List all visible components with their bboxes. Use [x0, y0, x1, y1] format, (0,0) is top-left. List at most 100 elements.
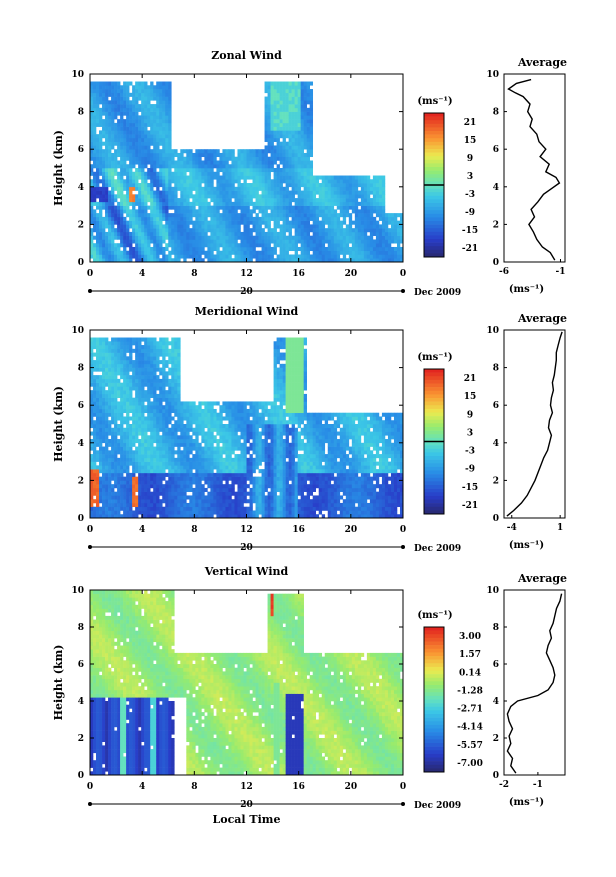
heatmap-cell [126, 510, 129, 514]
heatmap-cell [93, 507, 96, 511]
heatmap-cell [189, 221, 192, 225]
heatmap-cell [313, 247, 316, 251]
heatmap-cell [364, 187, 367, 191]
heatmap-cell [192, 183, 195, 187]
heatmap-cell [228, 224, 231, 228]
heatmap-cell [174, 247, 177, 251]
heatmap-cell [183, 160, 186, 164]
heatmap-cell [126, 206, 129, 210]
heatmap-cell [141, 465, 144, 469]
heatmap-cell [126, 386, 129, 390]
heatmap-cell [256, 202, 259, 206]
heatmap-cell [168, 202, 171, 206]
heatmap-cell [141, 85, 144, 89]
heatmap-cell [286, 239, 289, 243]
heatmap-cell [105, 435, 108, 439]
heatmap-cell [135, 209, 138, 213]
heatmap-cell [286, 153, 289, 157]
heatmap-cell [346, 206, 349, 210]
heatmap-cell [138, 428, 141, 432]
heatmap-cell [93, 89, 96, 93]
heatmap-cell [183, 183, 186, 187]
heatmap-cell [228, 243, 231, 247]
heatmap-cell [277, 100, 280, 104]
heatmap-cell [153, 435, 156, 439]
heatmap-cell [250, 164, 253, 168]
heatmap-cell [96, 401, 99, 405]
heatmap-cell [153, 142, 156, 146]
heatmap-cell [280, 134, 283, 138]
heatmap-cell [144, 345, 147, 349]
heatmap-cell [138, 439, 141, 443]
heatmap-cell [117, 191, 120, 195]
heatmap-cell [180, 239, 183, 243]
heatmap-cell [108, 206, 111, 210]
heatmap-cell [147, 198, 150, 202]
heatmap-cell [105, 443, 108, 447]
heatmap-cell [265, 179, 268, 183]
heatmap-cell [99, 123, 102, 127]
heatmap-cell [222, 232, 225, 236]
heatmap-cell [138, 510, 141, 514]
heatmap-cell [316, 217, 319, 221]
heatmap-cell [165, 499, 168, 503]
heatmap-cell [144, 183, 147, 187]
heatmap-cell [219, 221, 222, 225]
heatmap-cell [147, 228, 150, 232]
heatmap-cell [289, 247, 292, 251]
heatmap-cell [334, 176, 337, 180]
heatmap-cell [298, 145, 301, 149]
heatmap-cell [105, 477, 108, 481]
heatmap-cell [280, 194, 283, 198]
heatmap-cell [283, 123, 286, 127]
heatmap-cell [138, 492, 141, 496]
heatmap-cell [204, 221, 207, 225]
heatmap-cell [123, 371, 126, 375]
heatmap-cell [210, 194, 213, 198]
heatmap-cell [304, 232, 307, 236]
heatmap-cell [219, 206, 222, 210]
heatmap-cell [174, 386, 177, 390]
heatmap-cell [159, 160, 162, 164]
heatmap-cell [283, 202, 286, 206]
heatmap-cell [298, 172, 301, 176]
heatmap-cell [126, 228, 129, 232]
heatmap-cell [337, 228, 340, 232]
heatmap-cell [126, 390, 129, 394]
heatmap-cell [222, 157, 225, 161]
heatmap-cell [96, 368, 99, 372]
heatmap-cell [301, 172, 304, 176]
heatmap-cell [231, 183, 234, 187]
heatmap-cell [225, 179, 228, 183]
heatmap-cell [364, 198, 367, 202]
heatmap-cell [96, 251, 99, 255]
heatmap-cell [298, 168, 301, 172]
heatmap-cell [162, 187, 165, 191]
heatmap-cell [228, 172, 231, 176]
heatmap-cell [150, 164, 153, 168]
heatmap-cell [304, 179, 307, 183]
heatmap-cell [171, 191, 174, 195]
heatmap-cell [102, 198, 105, 202]
heatmap-cell [126, 443, 129, 447]
heatmap-cell [162, 239, 165, 243]
heatmap-cell [247, 217, 250, 221]
heatmap-cell [120, 428, 123, 432]
heatmap-cell [361, 221, 364, 225]
heatmap-cell [168, 145, 171, 149]
heatmap-cell [313, 198, 316, 202]
heatmap-cell [111, 375, 114, 379]
heatmap-cell [250, 236, 253, 240]
heatmap-cell [225, 191, 228, 195]
heatmap-cell [168, 356, 171, 360]
heatmap-cell [358, 209, 361, 213]
heatmap-cell [174, 360, 177, 364]
heatmap-cell [243, 202, 246, 206]
heatmap-cell [364, 224, 367, 228]
heatmap-cell [96, 191, 99, 195]
heatmap-cell [132, 349, 135, 353]
heatmap-cell [129, 112, 132, 116]
heatmap-cell [313, 251, 316, 255]
heatmap-cell [165, 473, 168, 477]
